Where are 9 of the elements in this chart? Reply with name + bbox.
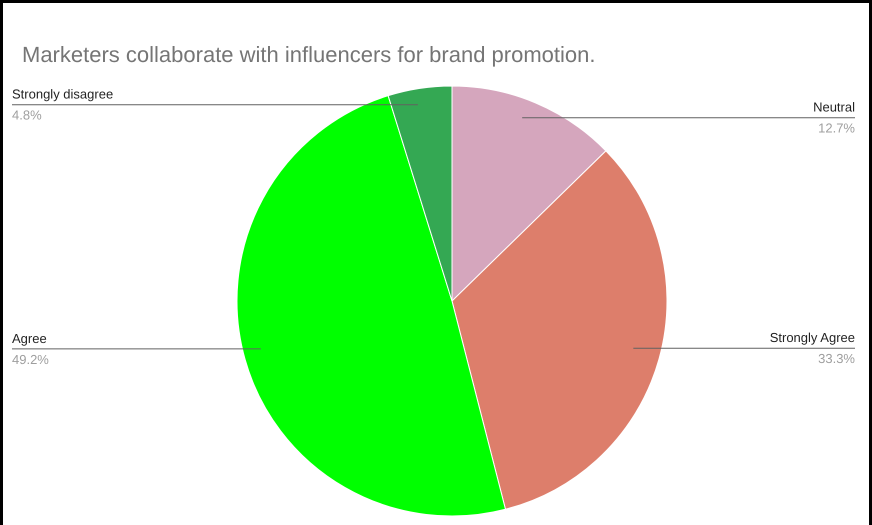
data-label: 12.7%	[818, 120, 856, 136]
data-label: 33.3%	[818, 351, 856, 366]
slice-label: Strongly Agree	[770, 330, 855, 346]
chart-title: Marketers collaborate with influencers for brand promotion.	[22, 42, 596, 68]
data-label: 4.8%	[12, 108, 42, 123]
slice-label: Strongly disagree	[12, 86, 114, 102]
slice-label: Neutral	[813, 100, 856, 115]
data-label: 49.2%	[12, 352, 50, 367]
slice-label: Agree	[12, 330, 47, 346]
